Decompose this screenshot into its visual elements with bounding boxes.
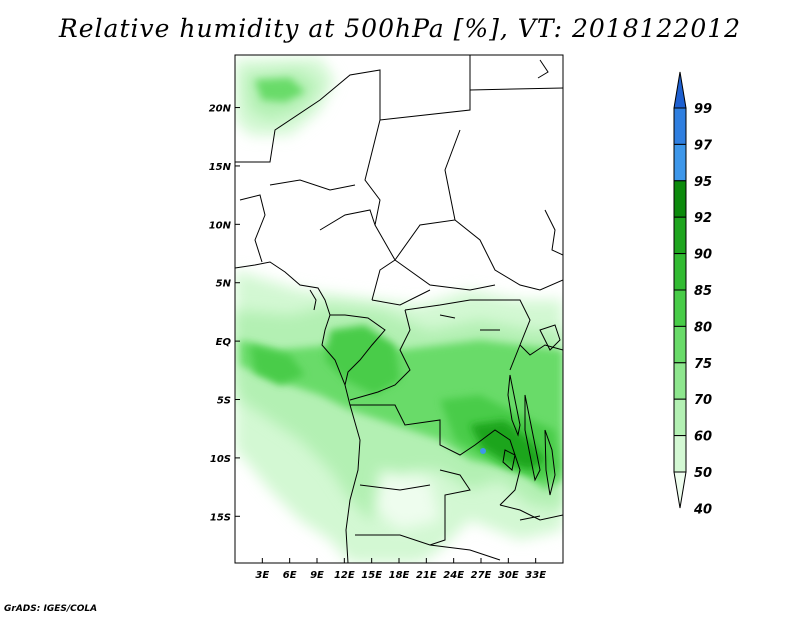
lon-tick-label: 3E bbox=[255, 570, 269, 581]
humidity-spot-95 bbox=[480, 448, 486, 454]
colorbar-label: 85 bbox=[694, 284, 712, 299]
humidity-region-south bbox=[375, 470, 440, 530]
colorbar-label: 75 bbox=[694, 357, 712, 372]
colorbar-segment bbox=[673, 216, 687, 255]
lat-axis: 20N 15N 10N 5N EQ 5S 10S 15S bbox=[209, 104, 240, 523]
lon-tick-label: 6E bbox=[283, 570, 297, 581]
humidity-region-north-75 bbox=[255, 78, 305, 102]
lon-tick-label: 9E bbox=[310, 570, 324, 581]
colorbar-label: 80 bbox=[694, 320, 712, 335]
colorbar-segment bbox=[673, 325, 687, 364]
colorbar-segment-bottom bbox=[673, 471, 687, 509]
humidity-core-85c bbox=[250, 345, 305, 385]
lat-tick-label: 15S bbox=[210, 512, 231, 523]
lat-tick-label: 5S bbox=[217, 396, 231, 407]
lon-tick-label: 30E bbox=[498, 570, 519, 581]
lon-tick-label: 33E bbox=[525, 570, 546, 581]
colorbar-segment bbox=[673, 435, 687, 473]
colorbar-segment bbox=[673, 362, 687, 400]
colorbar-label: 90 bbox=[694, 248, 712, 263]
lat-tick-label: 15N bbox=[209, 162, 232, 173]
lat-tick-label: 5N bbox=[216, 279, 232, 290]
colorbar-segment bbox=[673, 180, 687, 218]
colorbar: 99 97 95 92 90 85 80 75 70 60 50 40 bbox=[673, 71, 713, 517]
colorbar-label: 70 bbox=[694, 393, 712, 408]
colorbar-label: 40 bbox=[693, 502, 712, 517]
lat-tick-label: 10S bbox=[210, 454, 231, 465]
lat-tick-label: 10N bbox=[209, 220, 232, 231]
humidity-core-90 bbox=[470, 420, 545, 470]
lon-tick-label: 12E bbox=[334, 570, 355, 581]
lon-tick-label: 27E bbox=[471, 570, 492, 581]
colorbar-segment bbox=[673, 143, 687, 182]
lon-tick-label: 18E bbox=[389, 570, 410, 581]
colorbar-label: 97 bbox=[694, 138, 713, 153]
grads-credit: GrADS: IGES/COLA bbox=[4, 604, 98, 614]
lon-tick-label: 15E bbox=[361, 570, 382, 581]
lon-tick-label: 21E bbox=[416, 570, 437, 581]
colorbar-label: 99 bbox=[694, 102, 712, 117]
country-borders bbox=[235, 55, 563, 563]
chart-title: Relative humidity at 500hPa [%], VT: 201… bbox=[58, 14, 742, 43]
colorbar-segment-top bbox=[673, 71, 687, 109]
colorbar-label: 95 bbox=[694, 175, 712, 190]
colorbar-segment bbox=[673, 398, 687, 437]
humidity-core-85a bbox=[325, 325, 400, 395]
lon-tick-label: 24E bbox=[443, 570, 464, 581]
lat-tick-label: 20N bbox=[209, 104, 232, 115]
colorbar-label: 50 bbox=[694, 466, 712, 481]
colorbar-segment bbox=[673, 289, 687, 327]
lat-tick-label: EQ bbox=[216, 337, 232, 348]
lon-axis: 3E 6E 9E 12E 15E 18E 21E 24E 27E 30E 33E bbox=[255, 558, 546, 581]
colorbar-label: 60 bbox=[694, 430, 712, 445]
colorbar-segment bbox=[673, 253, 687, 291]
colorbar-label: 92 bbox=[694, 211, 712, 226]
humidity-field bbox=[235, 58, 563, 563]
colorbar-segment bbox=[673, 107, 687, 145]
